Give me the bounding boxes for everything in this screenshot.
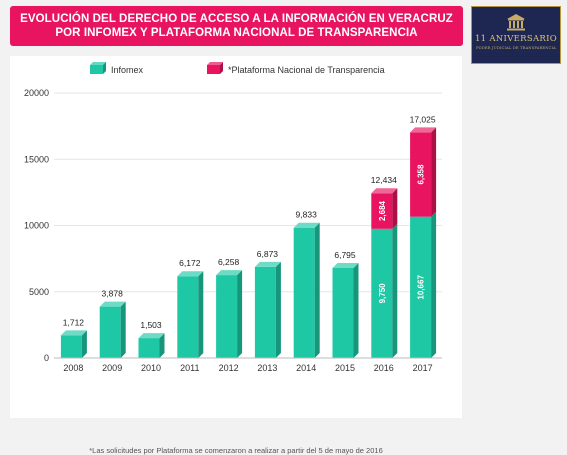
legend-swatch [207,65,220,74]
bar-segment [60,335,82,358]
bar-segment-side [198,271,204,358]
legend-label: *Plataforma Nacional de Transparencia [228,65,385,75]
x-tick-label: 2011 [180,363,199,373]
x-tick-label: 2016 [374,363,394,373]
bar-top [254,261,281,267]
bar-total-label: 3,878 [102,289,124,299]
x-tick-label: 2010 [141,363,161,373]
bar-segment-side [392,188,398,229]
logo-text: 11 ANIVERSARIO [474,34,558,44]
segment-label: 2,684 [378,200,387,221]
bar-segment-side [353,262,359,358]
bar-top [216,270,243,276]
y-tick-label: 0 [44,353,49,363]
legend-swatch-side [103,62,106,74]
bar-total-label: 12,434 [371,175,397,185]
bar-segment-side [275,261,281,358]
y-tick-label: 20000 [24,88,49,98]
bar-segment-side [81,330,87,358]
title-banner: EVOLUCIÓN DEL DERECHO DE ACCESO A LA INF… [10,6,463,46]
bar-segment [293,227,315,358]
bar-segment [99,306,121,358]
bar-total-label: 17,025 [410,114,436,124]
bar-segment-side [159,333,165,358]
bar-segment-side [314,222,320,358]
bar-top [177,271,204,277]
x-tick-label: 2009 [102,363,122,373]
bar-segment [371,193,393,229]
title-line-2: POR INFOMEX Y PLATAFORMA NACIONAL DE TRA… [55,27,418,39]
bar-segment-side [392,223,398,358]
y-tick-label: 15000 [24,154,49,164]
bar-top [332,262,359,268]
bar-segment-side [237,270,243,358]
bar-segment-side [431,127,437,217]
x-tick-label: 2017 [413,363,433,373]
bar-segment [177,276,199,358]
bar-total-label: 6,258 [218,257,240,267]
bar-segment [371,228,393,358]
bar-total-label: 9,833 [296,210,318,220]
bar-top [410,127,437,133]
bar-top [293,222,320,228]
legend-swatch [90,65,103,74]
x-tick-label: 2014 [296,363,316,373]
bar-total-label: 6,172 [179,258,201,268]
anniversary-logo: 11 ANIVERSARIO PODER JUDICIAL DE TRANSPA… [471,6,561,64]
bar-top [99,301,126,307]
segment-label: 10,667 [417,275,426,300]
bar-total-label: 1,503 [140,320,162,330]
stacked-bar-chart: 0 5000 10000 15000 20000 Infomex *Plataforma N… [24,62,442,373]
bar-total-label: 6,873 [257,249,279,259]
x-tick-label: 2012 [219,363,239,373]
segment-label: 9,750 [378,283,387,304]
y-tick-label: 5000 [29,287,49,297]
title-line-1: EVOLUCIÓN DEL DERECHO DE ACCESO A LA INF… [20,13,453,25]
x-tick-label: 2013 [257,363,277,373]
bar-segment [410,216,432,358]
bar-segment [332,267,354,358]
bar-segment [254,266,276,358]
legend-label: Infomex [111,65,144,75]
bar-top [371,188,398,194]
x-tick-label: 2015 [335,363,355,373]
logo-subtext: PODER JUDICIAL DE TRANSPARENCIA [476,46,556,50]
legend-swatch-top [90,62,106,65]
legend-swatch-top [207,62,223,65]
segment-label: 6,358 [417,164,426,185]
bar-segment [410,132,432,217]
chart-panel: 0 5000 10000 15000 20000 Infomex *Plataforma N… [10,56,462,455]
footnote: *Las solicitudes por Plataforma se comen… [89,446,383,455]
bar-segment [138,338,160,358]
bar-segment [216,275,238,358]
bar-segment-side [431,211,437,358]
building-icon [507,14,525,31]
bar-segment-side [120,301,126,358]
y-tick-label: 10000 [24,221,49,231]
bar-total-label: 1,712 [63,317,85,327]
x-tick-label: 2008 [63,363,83,373]
bar-top [138,333,165,339]
legend-swatch-side [220,62,223,74]
bar-total-label: 6,795 [334,250,356,260]
bar-top [60,330,87,336]
